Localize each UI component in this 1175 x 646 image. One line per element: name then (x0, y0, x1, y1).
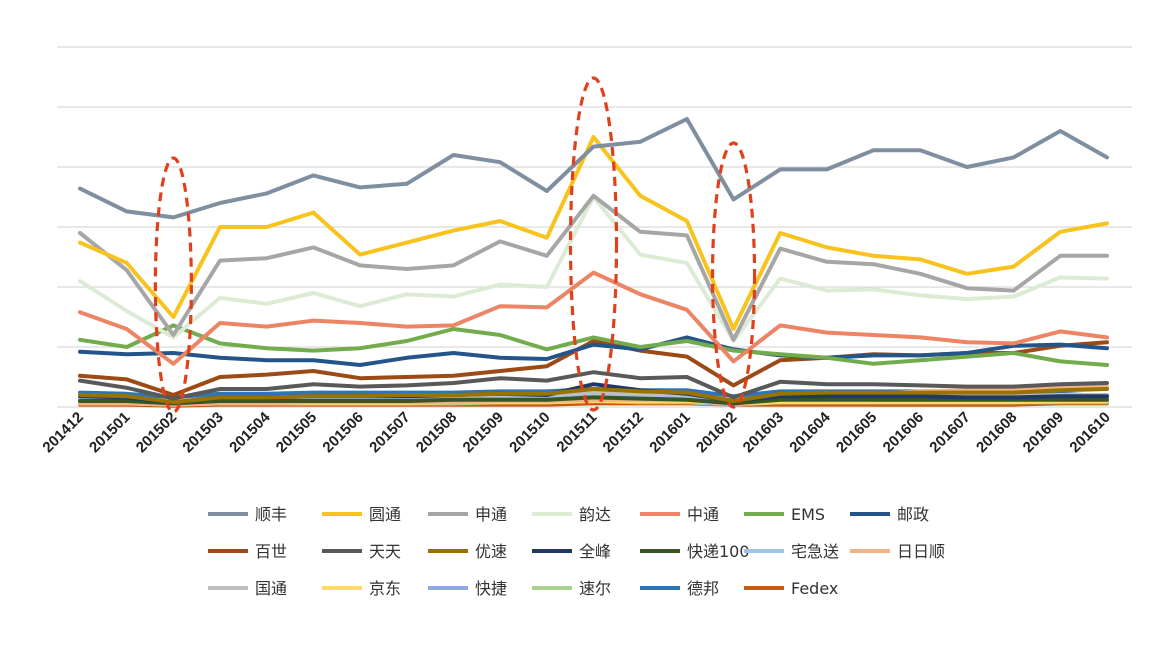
legend-label: 优速 (475, 542, 507, 561)
x-tick-label: 201605 (833, 409, 880, 456)
legend-label: 百世 (255, 542, 287, 561)
legend-label: 申通 (475, 505, 507, 524)
x-tick-label: 201610 (1066, 409, 1113, 456)
series-line (78, 323, 1109, 367)
series-line (78, 117, 1109, 220)
legend-label: EMS (791, 505, 825, 524)
series-line (78, 370, 1109, 401)
x-tick-label: 201608 (973, 409, 1020, 456)
series-line (78, 387, 1109, 405)
x-tick-label: 201507 (366, 409, 413, 456)
x-tick-label: 201502 (133, 409, 180, 456)
legend-item: 邮政 (850, 505, 929, 524)
legend-item: 快递100 (640, 542, 750, 561)
legend-item: 天天 (322, 542, 401, 561)
highlight-ellipse (153, 156, 193, 414)
legend-item: 宅急送 (744, 542, 839, 561)
legend-item: 京东 (322, 579, 401, 598)
legend-label: 德邦 (687, 579, 719, 598)
legend-label: 速尔 (579, 579, 611, 598)
x-tick-label: 201412 (39, 409, 86, 456)
legend-label: 圆通 (369, 505, 401, 524)
legend-label: 中通 (687, 505, 719, 524)
legend-label: 天天 (369, 542, 401, 561)
highlight-callouts (153, 76, 757, 414)
legend-item: 快捷 (428, 579, 507, 598)
series-line (78, 335, 1109, 367)
series-line (78, 270, 1109, 366)
legend-item: 德邦 (640, 579, 719, 598)
x-tick-label: 201609 (1020, 409, 1067, 456)
legend-label: 京东 (369, 579, 401, 598)
legend-item: 优速 (428, 542, 507, 561)
legend-label: 日日顺 (897, 542, 945, 561)
legend-item: 申通 (428, 505, 507, 524)
legend-label: 快捷 (475, 579, 507, 598)
legend-item: 日日顺 (850, 542, 945, 561)
x-tick-label: 201601 (646, 409, 693, 456)
highlight-ellipse (710, 141, 757, 409)
x-tick-label: 201506 (319, 409, 366, 456)
legend-item: 顺丰 (208, 505, 287, 524)
series-line (78, 135, 1109, 331)
x-tick-label: 201606 (880, 409, 927, 456)
legend-label: Fedex (791, 579, 838, 598)
legend-label: 顺丰 (255, 505, 287, 524)
series-lines (78, 117, 1109, 408)
legend-label: 韵达 (579, 505, 611, 524)
legend-label: 宅急送 (791, 542, 839, 561)
x-tick-label: 201603 (740, 409, 787, 456)
x-tick-label: 201607 (926, 409, 973, 456)
x-tick-label: 201505 (273, 409, 320, 456)
x-tick-label: 201604 (786, 408, 834, 456)
legend-item: 百世 (208, 542, 287, 561)
legend-item: 国通 (208, 579, 287, 598)
legend-item: 圆通 (322, 505, 401, 524)
series-line (78, 193, 1109, 342)
legend-item: 韵达 (532, 505, 611, 524)
x-tick-label: 201509 (460, 409, 507, 456)
legend-item: Fedex (744, 579, 838, 598)
series-line (78, 395, 1109, 406)
legend-label: 邮政 (897, 505, 929, 524)
x-tick-label: 201503 (179, 409, 226, 456)
legend-label: 国通 (255, 579, 287, 598)
x-tick-label: 201510 (506, 409, 553, 456)
x-tick-label: 201504 (226, 408, 274, 456)
legend-item: 全峰 (532, 542, 611, 561)
x-tick-label: 201511 (553, 409, 600, 456)
legend-item: 速尔 (532, 579, 611, 598)
x-tick-label: 201512 (600, 409, 647, 456)
x-tick-label: 201508 (413, 409, 460, 456)
x-axis-tick-labels: 201412 201501 201502 201503 201504 201505 2015… (39, 408, 1113, 456)
highlight-ellipse (568, 76, 619, 412)
x-tick-label: 201501 (86, 409, 133, 456)
x-tick-label: 201602 (693, 409, 740, 456)
legend-label: 全峰 (579, 542, 611, 561)
legend-item: EMS (744, 505, 825, 524)
legend-item: 中通 (640, 505, 719, 524)
legend-label: 快递100 (687, 542, 750, 561)
